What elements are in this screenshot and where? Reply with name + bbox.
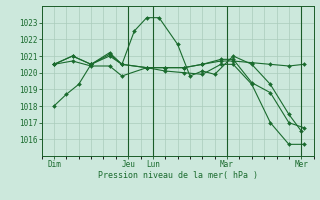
X-axis label: Pression niveau de la mer( hPa ): Pression niveau de la mer( hPa ): [98, 171, 258, 180]
